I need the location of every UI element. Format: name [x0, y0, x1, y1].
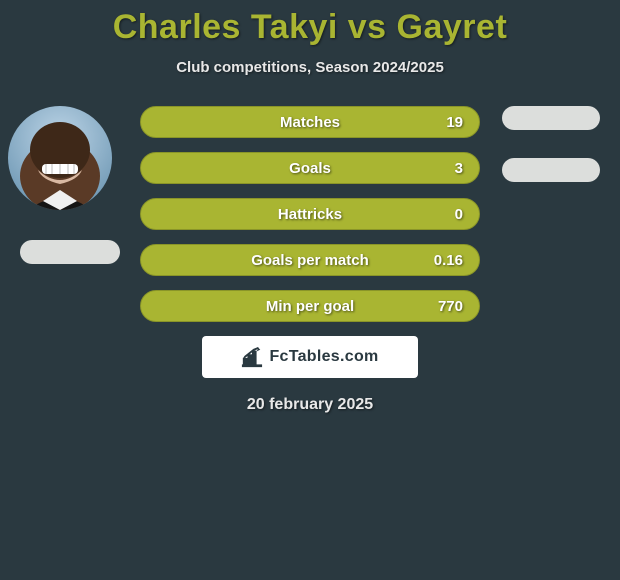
- stat-label: Matches: [157, 114, 423, 131]
- stat-bar: Matches 19: [140, 106, 480, 138]
- bar-chart-icon: [241, 346, 263, 368]
- avatar-photo-icon: [8, 106, 112, 210]
- stat-bar: Min per goal 770: [140, 290, 480, 322]
- brand-text: FcTables.com: [269, 348, 378, 366]
- stat-value: 19: [423, 114, 463, 131]
- stat-label: Goals per match: [157, 252, 423, 269]
- stat-label: Hattricks: [157, 206, 423, 223]
- stat-bar: Goals per match 0.16: [140, 244, 480, 276]
- player-left-name-pill: [20, 240, 120, 264]
- page-title: Charles Takyi vs Gayret: [0, 0, 620, 47]
- stat-value: 0.16: [423, 252, 463, 269]
- subtitle: Club competitions, Season 2024/2025: [0, 59, 620, 76]
- stat-bar: Goals 3: [140, 152, 480, 184]
- stat-value: 3: [423, 160, 463, 177]
- player-left-avatar: [8, 106, 112, 210]
- stat-value: 0: [423, 206, 463, 223]
- brand-badge: FcTables.com: [202, 336, 418, 378]
- player-right-name-pill-2: [502, 158, 600, 182]
- player-right-name-pill-1: [502, 106, 600, 130]
- stat-label: Min per goal: [157, 298, 423, 315]
- stat-bar: Hattricks 0: [140, 198, 480, 230]
- comparison-panel: Matches 19 Goals 3 Hattricks 0 Goals per…: [0, 106, 620, 322]
- stat-bars: Matches 19 Goals 3 Hattricks 0 Goals per…: [140, 106, 480, 322]
- date-text: 20 february 2025: [0, 396, 620, 414]
- stat-value: 770: [423, 298, 463, 315]
- stat-label: Goals: [157, 160, 423, 177]
